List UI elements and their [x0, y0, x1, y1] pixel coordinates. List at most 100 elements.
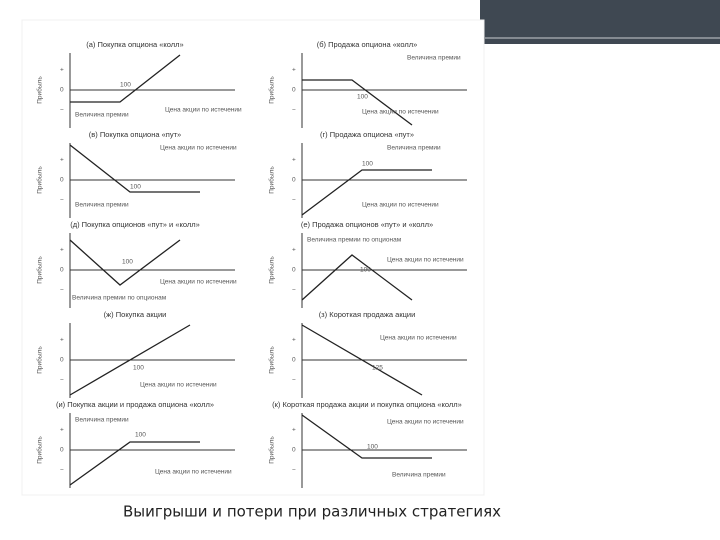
plus-label: +	[60, 67, 64, 74]
annotation: Цена акции по истечении	[160, 279, 237, 286]
payoff-diagram: (е) Продажа опционов «пут» и «колл» Прибы…	[268, 220, 467, 308]
axis-label: Прибыль	[36, 346, 44, 374]
annotation: Цена акции по истечении	[362, 202, 439, 209]
strike-label: 100	[357, 94, 368, 101]
axis-label: Прибыль	[36, 76, 44, 104]
strike-label: 100	[362, 161, 373, 168]
strike-label: 100	[133, 365, 144, 372]
axis-label: Прибыль	[268, 436, 276, 464]
scan-image	[21, 19, 485, 496]
annotation: Величина премии	[75, 112, 129, 119]
zero-label: 0	[292, 267, 296, 274]
diagrams: (а) Покупка опциона «колл» Прибыль +0 − 100 В…	[36, 40, 467, 488]
payoff-line	[301, 324, 423, 396]
diagram-title: (и) Покупка акции и продажа опциона «кол…	[56, 400, 214, 409]
minus-label: −	[60, 107, 64, 114]
zero-label: 0	[60, 357, 64, 364]
annotation: Цена акции по истечении	[160, 145, 237, 152]
annotation: Величина премии	[387, 145, 441, 152]
strike-label: 100	[367, 444, 378, 451]
plus-label: +	[292, 157, 296, 164]
minus-label: −	[60, 287, 64, 294]
strike-label: 100	[122, 259, 133, 266]
minus-label: −	[60, 467, 64, 474]
strike-label: 100	[135, 432, 146, 439]
header-band	[480, 0, 720, 44]
diagram-title: (д) Покупка опционов «пут» и «колл»	[70, 220, 200, 229]
plus-label: +	[292, 337, 296, 344]
annotation: Величина премии по опционам	[72, 295, 167, 302]
payoff-diagram: (а) Покупка опциона «колл» Прибыль +0 − 100 В…	[36, 40, 242, 128]
payoff-diagram: (к) Короткая продажа акции и покупка опц…	[268, 400, 467, 488]
diagram-title: (е) Продажа опционов «пут» и «колл»	[301, 220, 433, 229]
annotation: Величина премии	[75, 417, 129, 424]
plus-label: +	[60, 427, 64, 434]
payoff-line	[301, 254, 413, 301]
strike-label: 100	[120, 82, 131, 89]
diagram-title: (к) Короткая продажа акции и покупка опц…	[272, 400, 462, 409]
diagram-title: (а) Покупка опциона «колл»	[86, 40, 183, 49]
zero-label: 0	[60, 177, 64, 184]
axis-label: Прибыль	[36, 256, 44, 284]
axis-label: Прибыль	[268, 76, 276, 104]
zero-label: 0	[60, 447, 64, 454]
minus-label: −	[60, 377, 64, 384]
axis-label: Прибыль	[268, 256, 276, 284]
payoff-line	[301, 414, 432, 459]
payoff-diagram: (б) Продажа опциона «колл» Прибыль +0 − 100 В…	[268, 40, 467, 128]
zero-label: 0	[292, 357, 296, 364]
zero-label: 0	[292, 177, 296, 184]
annotation: Величина премии по опционам	[307, 237, 402, 244]
payoff-diagram: (ж) Покупка акции Прибыль +0 − 100 Цена акции…	[36, 310, 235, 398]
diagram-title: (г) Продажа опциона «пут»	[320, 130, 414, 139]
diagram-title: (ж) Покупка акции	[104, 310, 167, 319]
annotation: Цена акции по истечении	[387, 257, 464, 264]
minus-label: −	[292, 467, 296, 474]
annotation: Цена акции по истечении	[362, 109, 439, 116]
plus-label: +	[60, 337, 64, 344]
payoff-diagram: (з) Короткая продажа акции Прибыль +0 − 125 Ц…	[268, 310, 467, 398]
plus-label: +	[60, 247, 64, 254]
axis-label: Прибыль	[268, 346, 276, 374]
axis-label: Прибыль	[268, 166, 276, 194]
annotation: Цена акции по истечении	[155, 469, 232, 476]
diagram-title: (з) Короткая продажа акции	[319, 310, 416, 319]
plus-label: +	[60, 157, 64, 164]
payoff-diagram: (и) Покупка акции и продажа опциона «кол…	[36, 400, 235, 488]
payoff-line	[69, 441, 200, 486]
annotation: Величина премии	[75, 202, 129, 209]
payoff-line	[69, 144, 200, 193]
annotation: Цена акции по истечении	[387, 419, 464, 426]
zero-label: 0	[60, 267, 64, 274]
plus-label: +	[292, 427, 296, 434]
annotation: Цена акции по истечении	[140, 382, 217, 389]
strike-label: 125	[372, 365, 383, 372]
payoff-diagram: (г) Продажа опциона «пут» Прибыль +0 − 100 Ве…	[268, 130, 467, 218]
axis-label: Прибыль	[36, 166, 44, 194]
annotation: Цена акции по истечении	[380, 335, 457, 342]
payoff-line	[69, 239, 181, 286]
payoff-diagram: (д) Покупка опционов «пут» и «колл» Прибы…	[36, 220, 237, 308]
annotation: Величина премии	[392, 472, 446, 479]
plus-label: +	[292, 67, 296, 74]
annotation: Величина премии	[407, 55, 461, 62]
payoff-line	[70, 54, 181, 103]
payoff-line	[301, 169, 432, 216]
payoff-diagram: (в) Покупка опциона «пут» Прибыль +0 − 100 Це…	[36, 130, 237, 218]
zero-label: 0	[292, 447, 296, 454]
payoff-line	[302, 79, 413, 126]
strike-label: 100	[130, 184, 141, 191]
annotation: Цена акции по истечении	[165, 107, 242, 114]
zero-label: 0	[292, 87, 296, 94]
minus-label: −	[292, 107, 296, 114]
minus-label: −	[292, 197, 296, 204]
minus-label: −	[60, 197, 64, 204]
minus-label: −	[292, 287, 296, 294]
strike-label: 100	[360, 267, 371, 274]
plus-label: +	[292, 247, 296, 254]
minus-label: −	[292, 377, 296, 384]
axis-label: Прибыль	[36, 436, 44, 464]
payoff-line	[69, 324, 191, 396]
caption: Выигрыши и потери при различных стратеги…	[123, 503, 501, 521]
